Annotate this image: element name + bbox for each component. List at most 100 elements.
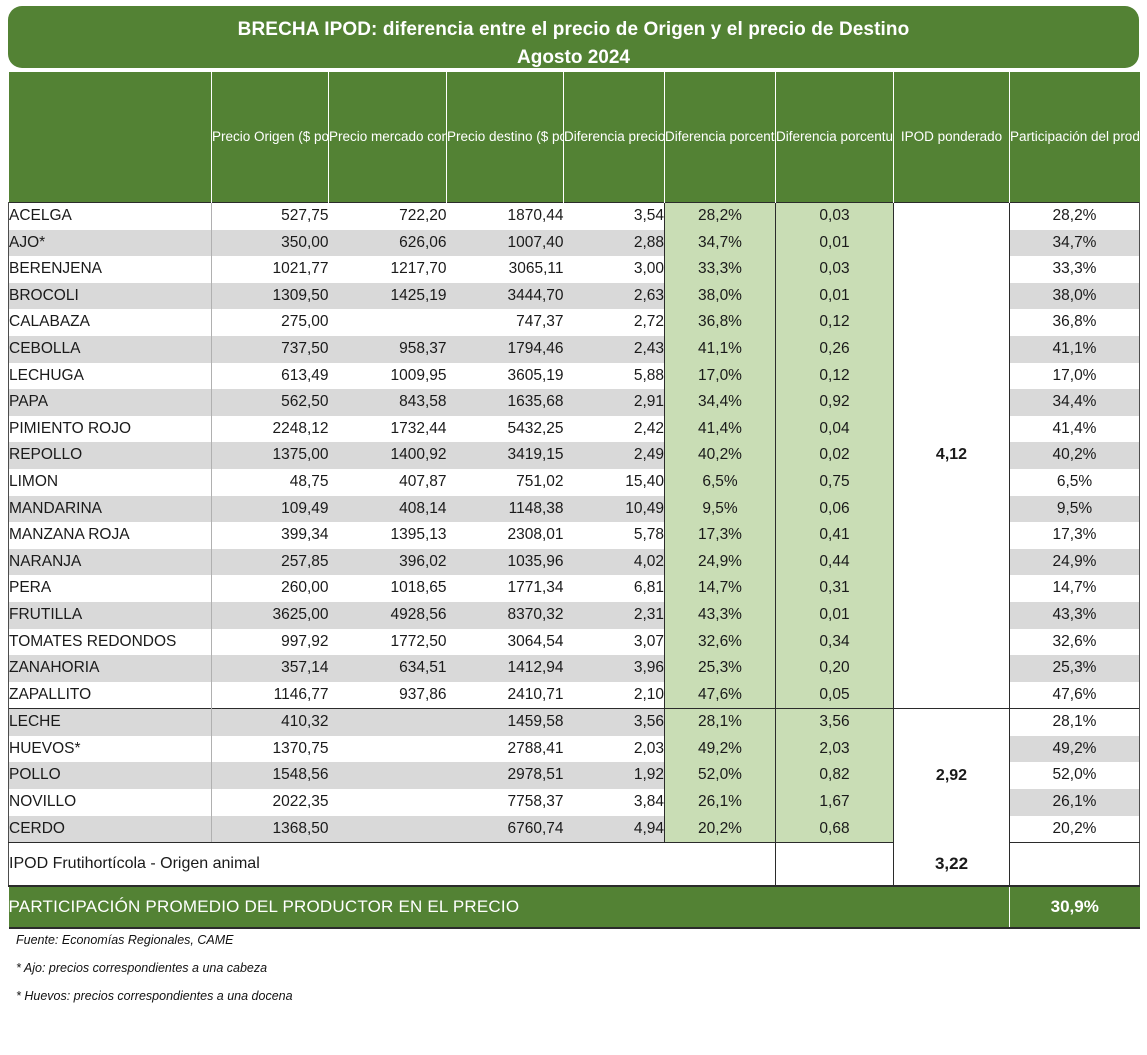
cell-producto: HUEVOS* bbox=[8, 735, 212, 763]
page-subtitle: Agosto 2024 bbox=[517, 47, 630, 68]
cell-producto: LECHUGA bbox=[8, 362, 212, 390]
cell-precio-destino: 1635,68 bbox=[446, 389, 564, 416]
cell-participacion: 41,4% bbox=[1009, 415, 1140, 443]
table-row: NOVILLO 2022,35 7758,37 3,84 26,1% 1,67 26,1% bbox=[8, 789, 1140, 816]
cell-diferencia-porcentual-ponderada: 0,41 bbox=[775, 522, 894, 549]
cell-producto: FRUTILLA bbox=[8, 601, 212, 629]
cell-diferencia-precio: 2,03 bbox=[563, 735, 665, 763]
cell-diferencia-porcentual-ponderada: 0,03 bbox=[775, 256, 894, 283]
cell-precio-destino: 2978,51 bbox=[446, 762, 564, 790]
cell-precio-destino: 8370,32 bbox=[446, 601, 564, 629]
cell-producto: CERDO bbox=[8, 815, 212, 844]
cell-precio-destino: 1794,46 bbox=[446, 335, 564, 363]
cell-participacion: 25,3% bbox=[1009, 655, 1140, 682]
participacion-promedio-label: PARTICIPACIÓN PROMEDIO DEL PRODUCTOR EN … bbox=[8, 885, 1010, 930]
cell-diferencia-porcentual: 41,4% bbox=[664, 415, 776, 443]
col-header-producto bbox=[8, 72, 212, 203]
cell-diferencia-precio: 1,92 bbox=[563, 762, 665, 790]
cell-diferencia-porcentual-ponderada: 0,20 bbox=[775, 655, 894, 682]
cell-precio-mercado bbox=[328, 789, 447, 816]
cell-precio-origen: 3625,00 bbox=[211, 601, 329, 629]
table-row: CALABAZA 275,00 747,37 2,72 36,8% 0,12 36,8% bbox=[8, 309, 1140, 336]
cell-precio-destino: 7758,37 bbox=[446, 789, 564, 816]
cell-producto: CEBOLLA bbox=[8, 335, 212, 363]
cell-precio-destino: 1035,96 bbox=[446, 548, 564, 576]
cell-producto: PIMIENTO ROJO bbox=[8, 415, 212, 443]
cell-diferencia-porcentual: 40,2% bbox=[664, 442, 776, 469]
cell-participacion: 47,6% bbox=[1009, 681, 1140, 709]
table-row: ZAPALLITO 1146,77 937,86 2410,71 2,10 47,6% 0,… bbox=[8, 681, 1140, 709]
cell-diferencia-porcentual: 14,7% bbox=[664, 575, 776, 602]
cell-diferencia-precio: 2,43 bbox=[563, 335, 665, 363]
cell-diferencia-porcentual: 47,6% bbox=[664, 681, 776, 709]
cell-precio-destino: 3065,11 bbox=[446, 256, 564, 283]
cell-diferencia-porcentual-ponderada: 0,12 bbox=[775, 362, 894, 390]
cell-precio-destino: 751,02 bbox=[446, 468, 564, 496]
cell-producto: ACELGA bbox=[8, 201, 212, 230]
cell-precio-mercado: 1732,44 bbox=[328, 415, 447, 443]
cell-participacion: 40,2% bbox=[1009, 442, 1140, 469]
cell-precio-origen: 1146,77 bbox=[211, 681, 329, 709]
cell-precio-destino: 1007,40 bbox=[446, 229, 564, 257]
brecha-ipod-table: Precio Origen ($ por KG) Precio mercado … bbox=[8, 72, 1140, 930]
cell-diferencia-porcentual: 32,6% bbox=[664, 628, 776, 656]
cell-precio-mercado: 937,86 bbox=[328, 681, 447, 709]
table-row: PERA 260,00 1018,65 1771,34 6,81 14,7% 0,31 14,… bbox=[8, 575, 1140, 602]
cell-precio-destino: 2788,41 bbox=[446, 735, 564, 763]
cell-diferencia-precio: 5,88 bbox=[563, 362, 665, 390]
col-header-participacion-productor: Participación del productor en el precio… bbox=[1009, 72, 1140, 203]
cell-diferencia-porcentual-ponderada: 0,26 bbox=[775, 335, 894, 363]
cell-diferencia-precio: 3,56 bbox=[563, 708, 665, 736]
cell-participacion: 17,3% bbox=[1009, 522, 1140, 549]
table-row: ACELGA 527,75 722,20 1870,44 3,54 28,2% 0,03 4,… bbox=[8, 201, 1140, 709]
cell-precio-destino: 3605,19 bbox=[446, 362, 564, 390]
cell-diferencia-precio: 3,84 bbox=[563, 789, 665, 816]
cell-producto: CALABAZA bbox=[8, 309, 212, 336]
table-row: PAPA 562,50 843,58 1635,68 2,91 34,4% 0,92 34,4… bbox=[8, 389, 1140, 416]
cell-precio-mercado: 958,37 bbox=[328, 335, 447, 363]
cell-precio-destino: 1459,58 bbox=[446, 708, 564, 736]
col-header-diferencia-porcentual-ponderada: Diferencia porcentual destino/origen (PO… bbox=[775, 72, 894, 203]
cell-producto: MANDARINA bbox=[8, 495, 212, 523]
col-header-ipod-ponderado: IPOD ponderado bbox=[893, 72, 1010, 203]
table-row: POLLO 1548,56 2978,51 1,92 52,0% 0,82 52,0% bbox=[8, 762, 1140, 790]
cell-diferencia-porcentual: 28,2% bbox=[664, 201, 776, 230]
cell-precio-origen: 1370,75 bbox=[211, 735, 329, 763]
cell-precio-origen: 48,75 bbox=[211, 468, 329, 496]
cell-diferencia-porcentual-ponderada: 0,01 bbox=[775, 229, 894, 257]
cell-precio-mercado: 1018,65 bbox=[328, 575, 447, 602]
cell-precio-origen: 257,85 bbox=[211, 548, 329, 576]
cell-precio-origen: 410,32 bbox=[211, 708, 329, 736]
cell-participacion: 33,3% bbox=[1009, 256, 1140, 283]
cell-participacion: 41,1% bbox=[1009, 335, 1140, 363]
col-header-diferencia-porcentual: Diferencia porcentual destino/origen bbox=[664, 72, 776, 203]
cell-precio-origen: 1309,50 bbox=[211, 282, 329, 310]
table-row: REPOLLO 1375,00 1400,92 3419,15 2,49 40,2% 0,0… bbox=[8, 442, 1140, 469]
cell-precio-mercado: 1009,95 bbox=[328, 362, 447, 390]
cell-precio-destino: 747,37 bbox=[446, 309, 564, 336]
cell-precio-origen: 275,00 bbox=[211, 309, 329, 336]
cell-precio-origen: 357,14 bbox=[211, 655, 329, 682]
cell-diferencia-porcentual-ponderada: 0,02 bbox=[775, 442, 894, 469]
cell-precio-mercado: 626,06 bbox=[328, 229, 447, 257]
cell-precio-origen: 997,92 bbox=[211, 628, 329, 656]
note-ajo: * Ajo: precios correspondientes a una ca… bbox=[16, 961, 268, 976]
cell-diferencia-porcentual-ponderada: 0,82 bbox=[775, 762, 894, 790]
cell-producto: ZANAHORIA bbox=[8, 655, 212, 682]
col-header-diferencia-precio: Diferencia precio destino/origen bbox=[563, 72, 665, 203]
cell-diferencia-porcentual: 34,4% bbox=[664, 389, 776, 416]
cell-diferencia-porcentual-ponderada: 0,05 bbox=[775, 681, 894, 709]
cell-precio-origen: 350,00 bbox=[211, 229, 329, 257]
cell-producto: REPOLLO bbox=[8, 442, 212, 469]
cell-diferencia-porcentual: 36,8% bbox=[664, 309, 776, 336]
cell-producto: PERA bbox=[8, 575, 212, 602]
cell-precio-origen: 1021,77 bbox=[211, 256, 329, 283]
note-fuente: Fuente: Economías Regionales, CAME bbox=[16, 933, 234, 948]
cell-diferencia-porcentual-ponderada: 0,01 bbox=[775, 601, 894, 629]
cell-precio-destino: 1412,94 bbox=[446, 655, 564, 682]
cell-diferencia-porcentual-ponderada: 0,75 bbox=[775, 468, 894, 496]
cell-producto: ZAPALLITO bbox=[8, 681, 212, 709]
cell-diferencia-precio: 3,96 bbox=[563, 655, 665, 682]
cell-diferencia-porcentual: 52,0% bbox=[664, 762, 776, 790]
col-header-precio-origen: Precio Origen ($ por KG) bbox=[211, 72, 329, 203]
